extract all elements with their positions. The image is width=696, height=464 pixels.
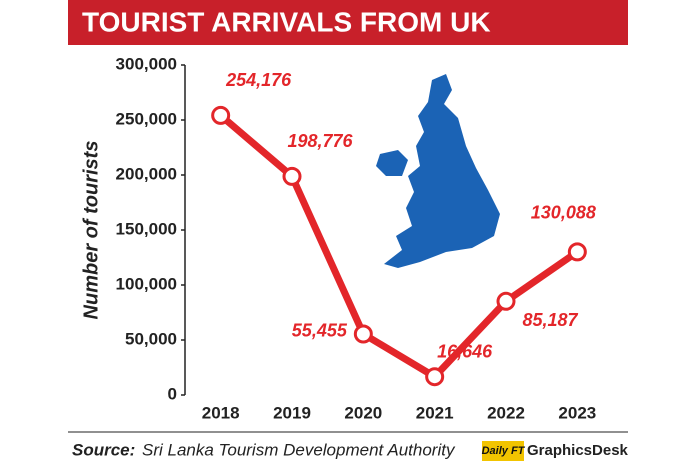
logo-box [482, 441, 524, 461]
value-label: 198,776 [287, 131, 353, 151]
x-tick-label: 2019 [273, 403, 311, 422]
uk-map [376, 74, 500, 268]
y-tick-label: 50,000 [125, 329, 177, 348]
y-axis-label: Number of tourists [80, 141, 102, 320]
source-label: Source: [72, 440, 135, 459]
value-label: 16,646 [437, 341, 493, 361]
logo-brand: Daily FT [482, 445, 526, 457]
y-tick-label: 200,000 [116, 164, 177, 183]
y-tick-label: 100,000 [116, 274, 177, 293]
source: Sri Lanka Tourism Development Authority [142, 440, 456, 459]
y-tick-label: 150,000 [116, 219, 177, 238]
logo-text: GraphicsDesk [527, 442, 629, 459]
marker [211, 105, 231, 125]
value-label: 85,187 [522, 310, 578, 330]
x-tick-label: 2022 [487, 403, 525, 422]
x-tick-label: 2018 [202, 403, 240, 422]
value-label: 130,088 [531, 203, 596, 223]
value-label: 254,176 [225, 70, 292, 90]
x-tick-label: 2021 [416, 403, 454, 422]
y-tick-label: 0 [168, 384, 177, 403]
marker [282, 166, 302, 186]
value-label: 55,455 [292, 321, 348, 341]
marker [425, 367, 445, 387]
marker [496, 291, 516, 311]
marker [567, 242, 587, 262]
marker [353, 324, 373, 344]
x-tick-label: 2023 [558, 403, 596, 422]
title-bar [68, 0, 628, 45]
x-tick-label: 2020 [344, 403, 382, 422]
chart-title: TOURIST ARRIVALS FROM UK [82, 6, 491, 37]
y-tick-label: 300,000 [116, 54, 177, 73]
y-tick-label: 250,000 [116, 109, 177, 128]
line [218, 112, 580, 381]
